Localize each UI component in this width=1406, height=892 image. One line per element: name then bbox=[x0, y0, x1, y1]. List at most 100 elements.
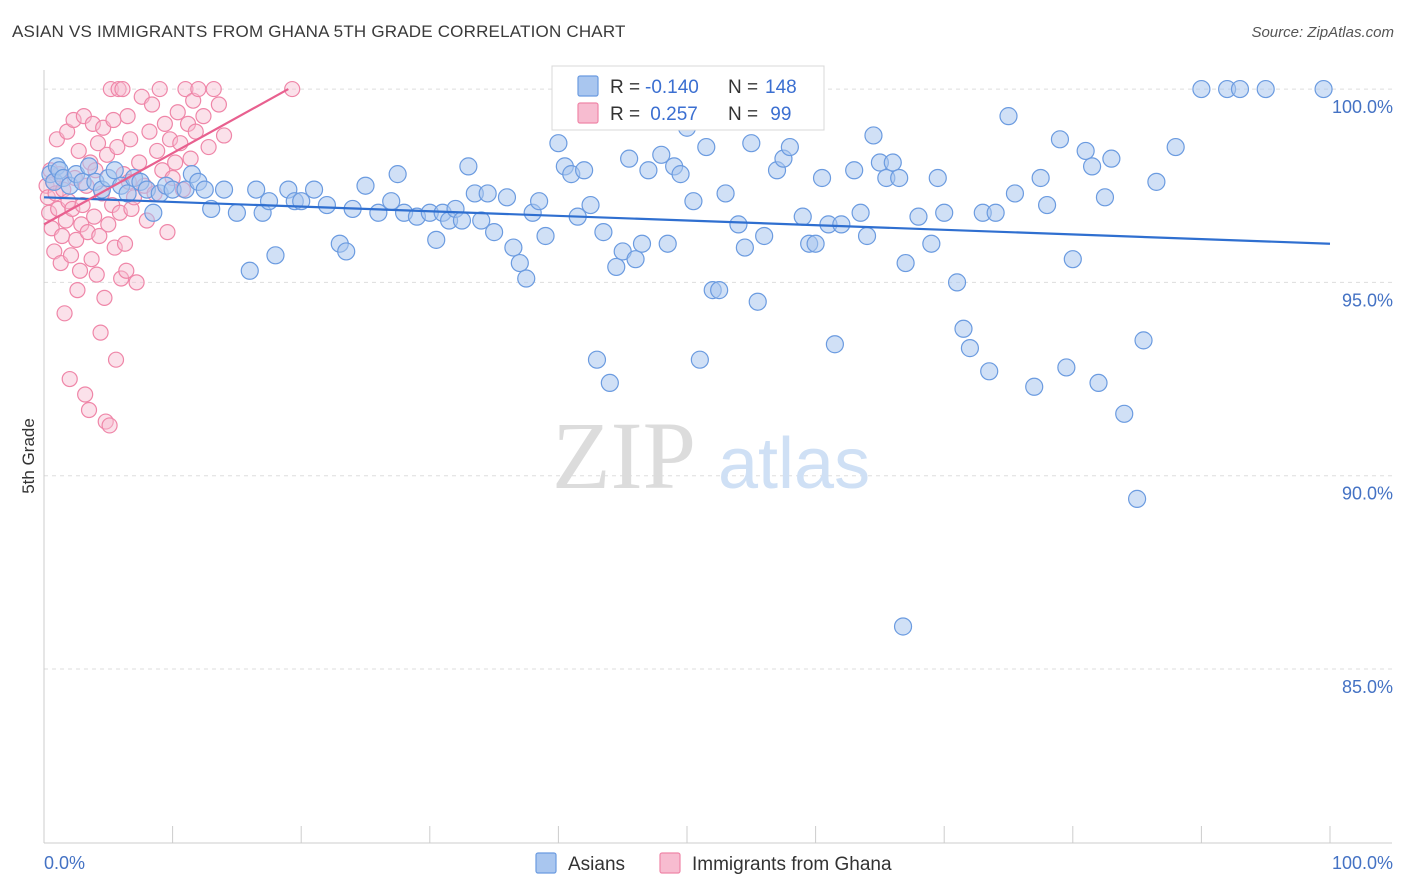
ghana-point-98 bbox=[284, 80, 301, 98]
asians-point-127 bbox=[1005, 184, 1025, 203]
legend-n-label-ghana: N = bbox=[728, 104, 758, 125]
asians-point-70 bbox=[575, 161, 594, 180]
ghana-point-61 bbox=[116, 235, 134, 252]
asians-point-88 bbox=[697, 137, 716, 157]
ghana-point-62 bbox=[118, 262, 135, 279]
asians-point-87 bbox=[690, 350, 709, 369]
asians-point-53 bbox=[452, 211, 472, 230]
asians-point-136 bbox=[1089, 373, 1108, 393]
asians-point-65 bbox=[536, 226, 555, 246]
ghana-point-74 bbox=[143, 96, 161, 113]
ghana-point-83 bbox=[167, 154, 184, 171]
watermark-zip: ZIP bbox=[552, 402, 696, 509]
asians-point-75 bbox=[607, 257, 626, 277]
ghana-point-69 bbox=[131, 154, 148, 171]
ghana-point-45 bbox=[96, 289, 113, 306]
asians-point-61 bbox=[510, 253, 529, 273]
asians-point-126 bbox=[999, 107, 1018, 126]
asians-point-141 bbox=[1147, 172, 1166, 191]
asians-point-45 bbox=[388, 165, 407, 184]
ghana-point-37 bbox=[86, 208, 103, 225]
asians-point-86 bbox=[684, 192, 703, 211]
ghana-point-12 bbox=[53, 227, 71, 245]
bottom-legend-label-ghana: Immigrants from Ghana bbox=[692, 854, 892, 875]
asians-point-99 bbox=[780, 137, 799, 157]
ghana-point-55 bbox=[109, 138, 126, 156]
asians-point-60 bbox=[504, 238, 523, 257]
ghana-point-48 bbox=[100, 216, 117, 233]
asians-point-29 bbox=[240, 261, 259, 280]
ghana-point-35 bbox=[83, 251, 100, 268]
asians-point-121 bbox=[954, 319, 973, 338]
asians-point-72 bbox=[587, 350, 607, 369]
asians-point-139 bbox=[1115, 404, 1134, 423]
asians-point-28 bbox=[227, 203, 246, 222]
asians-point-80 bbox=[639, 161, 658, 180]
asians-point-119 bbox=[935, 203, 954, 222]
legend-n-label-asians: N = bbox=[728, 77, 758, 98]
asians-point-137 bbox=[1095, 188, 1115, 207]
asians-point-62 bbox=[517, 269, 536, 288]
ghana-point-18 bbox=[61, 370, 78, 388]
legend-r-value-asians: -0.140 bbox=[645, 77, 699, 98]
asians-point-40 bbox=[337, 242, 356, 261]
asians-point-133 bbox=[1063, 250, 1082, 269]
x-tick-label-1: 100.0% bbox=[1332, 853, 1393, 873]
asians-point-128 bbox=[1025, 377, 1044, 396]
asians-point-37 bbox=[304, 180, 324, 199]
ghana-point-77 bbox=[151, 80, 168, 98]
ghana-point-94 bbox=[200, 138, 217, 156]
ghana-point-93 bbox=[195, 108, 212, 125]
legend: R = -0.140 N = 148 R = 0.257 N = 99 bbox=[551, 65, 825, 131]
ghana-point-26 bbox=[71, 262, 89, 279]
asians-point-82 bbox=[658, 234, 677, 253]
asians-point-95 bbox=[748, 292, 767, 311]
bottom-legend-swatch-ghana bbox=[659, 852, 681, 874]
ghana-point-19 bbox=[62, 247, 80, 264]
asians-point-57 bbox=[478, 184, 497, 203]
asians-point-102 bbox=[806, 234, 825, 253]
ghana-point-39 bbox=[88, 266, 105, 283]
asians-point-135 bbox=[1082, 157, 1102, 176]
ghana-point-54 bbox=[107, 351, 125, 368]
asians-point-132 bbox=[1057, 358, 1076, 377]
ghana-point-84 bbox=[169, 104, 186, 121]
asians-point-12 bbox=[105, 161, 124, 180]
asians-point-145 bbox=[1230, 79, 1250, 99]
ghana-point-68 bbox=[128, 274, 145, 291]
asians-point-25 bbox=[195, 180, 214, 199]
asians-point-54 bbox=[459, 157, 478, 176]
trend-line-ghana bbox=[43, 88, 289, 226]
ghana-point-42 bbox=[92, 324, 109, 341]
trend-line-asians bbox=[43, 196, 1331, 245]
asians-point-148 bbox=[1134, 331, 1153, 350]
ghana-point-81 bbox=[161, 131, 179, 148]
ghana-point-21 bbox=[65, 111, 82, 129]
axes bbox=[43, 70, 1392, 844]
asians-point-131 bbox=[1050, 130, 1070, 149]
asians-point-105 bbox=[825, 335, 844, 354]
asians-point-71 bbox=[581, 195, 600, 215]
asians-point-134 bbox=[1076, 141, 1095, 161]
asians-point-142 bbox=[1166, 137, 1185, 157]
ghana-point-36 bbox=[84, 115, 101, 132]
legend-swatch-asians bbox=[577, 75, 599, 97]
asians-point-66 bbox=[549, 134, 568, 153]
asians-point-118 bbox=[928, 168, 947, 188]
asians-point-108 bbox=[851, 203, 870, 222]
asians-point-78 bbox=[626, 250, 645, 269]
ghana-point-56 bbox=[110, 80, 127, 98]
asians-point-143 bbox=[1192, 79, 1211, 99]
asians-point-103 bbox=[812, 168, 832, 188]
asians-point-140 bbox=[1127, 489, 1147, 508]
asians-point-49 bbox=[427, 230, 446, 249]
asians-point-14 bbox=[118, 184, 137, 203]
ghana-point-97 bbox=[215, 127, 233, 144]
asians-point-90 bbox=[710, 281, 729, 300]
asians-point-91 bbox=[716, 184, 735, 203]
legend-swatch-ghana bbox=[577, 102, 599, 124]
chart-source: Source: ZipAtlas.com bbox=[1251, 24, 1394, 41]
asians-point-124 bbox=[980, 362, 999, 381]
asians-point-147 bbox=[1314, 79, 1333, 99]
asians-point-81 bbox=[652, 145, 671, 164]
